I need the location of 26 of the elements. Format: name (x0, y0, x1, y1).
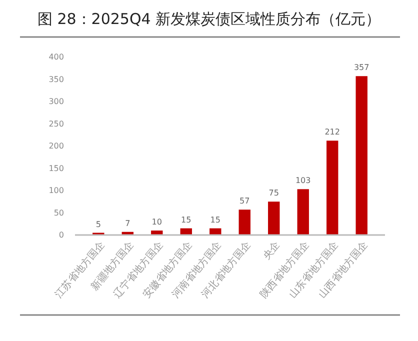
data-label: 357 (354, 63, 370, 72)
y-tick-label: 150 (48, 164, 64, 173)
data-label: 15 (181, 215, 192, 224)
y-tick-label: 250 (48, 119, 64, 128)
y-tick-label: 300 (48, 97, 64, 106)
bar (238, 210, 250, 235)
y-tick-label: 50 (54, 208, 64, 218)
y-tick-label: 100 (48, 186, 64, 196)
y-tick-label: 0 (58, 230, 64, 240)
data-label: 10 (152, 218, 162, 227)
y-tick-label: 200 (48, 142, 64, 151)
y-tick-label: 350 (48, 74, 64, 84)
y-tick-label: 400 (48, 52, 64, 62)
data-label: 103 (295, 176, 311, 186)
data-label: 212 (324, 128, 340, 137)
data-label: 5 (96, 220, 101, 229)
bar (356, 76, 368, 235)
bar (268, 202, 280, 235)
data-label: 15 (210, 215, 220, 224)
bar (297, 189, 309, 235)
x-tick-label: 央企 (260, 239, 282, 262)
bar (326, 140, 338, 235)
data-label: 57 (240, 196, 250, 206)
data-label: 7 (125, 218, 130, 228)
chart-title: 图 28：2025Q4 新发煤炭债区域性质分布（亿元） (37, 10, 381, 28)
data-label: 75 (268, 188, 279, 198)
